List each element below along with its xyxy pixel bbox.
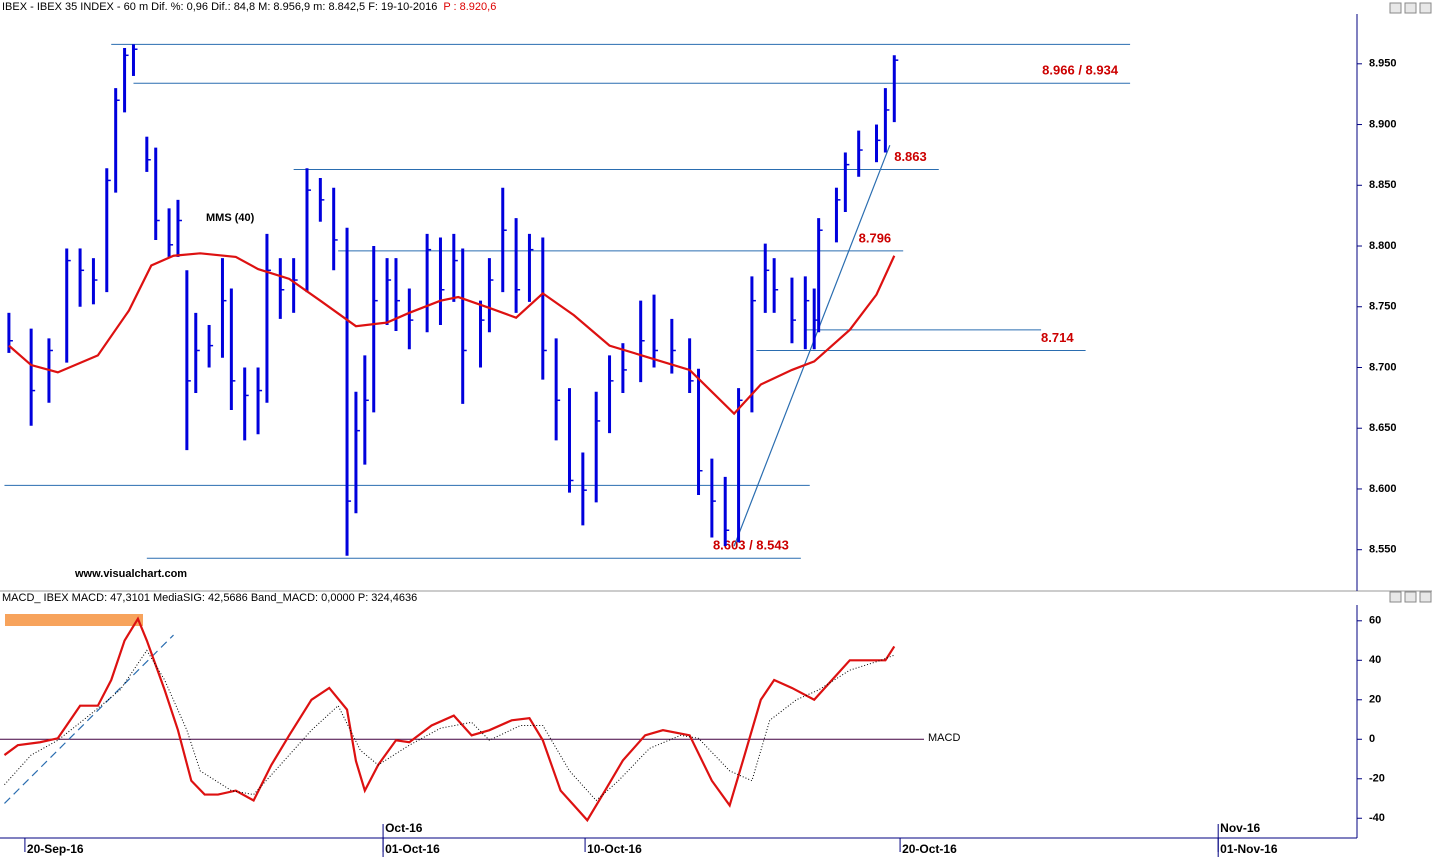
y-tick-label: 8.800 bbox=[1369, 240, 1397, 252]
y-tick-label: -40 bbox=[1369, 812, 1385, 824]
close-button[interactable] bbox=[1419, 591, 1432, 603]
y-tick-label: -20 bbox=[1369, 773, 1385, 785]
y-tick-label: 8.550 bbox=[1369, 544, 1397, 556]
highlight bbox=[5, 614, 143, 626]
macd-title: MACD_ IBEX MACD: 47,3101 MediaSIG: 42,56… bbox=[2, 592, 417, 604]
month-tick-label: Nov-16 bbox=[1220, 821, 1260, 835]
maximize-button[interactable] bbox=[1404, 591, 1417, 603]
level-label: 8.714 bbox=[1041, 330, 1074, 345]
y-tick-label: 60 bbox=[1369, 615, 1381, 627]
maximize-button[interactable] bbox=[1404, 2, 1417, 14]
series-label: MACD bbox=[928, 732, 960, 744]
y-tick-label: 20 bbox=[1369, 694, 1381, 706]
x-tick-label: 01-Nov-16 bbox=[1220, 842, 1278, 856]
month-tick-label: Oct-16 bbox=[385, 821, 423, 835]
y-tick-label: 8.750 bbox=[1369, 301, 1397, 313]
x-tick-label: 10-Oct-16 bbox=[587, 842, 642, 856]
trend-line bbox=[733, 144, 891, 547]
y-tick-label: 8.650 bbox=[1369, 422, 1397, 434]
y-tick-label: 8.850 bbox=[1369, 179, 1397, 191]
level-label: 8.966 / 8.934 bbox=[1042, 63, 1119, 78]
x-tick-label: 20-Oct-16 bbox=[902, 842, 957, 856]
menu-button[interactable] bbox=[1389, 2, 1402, 14]
series-line bbox=[8, 252, 896, 416]
y-tick-label: 0 bbox=[1369, 733, 1375, 745]
window-buttons[interactable] bbox=[1389, 2, 1432, 603]
trend-line bbox=[4, 634, 174, 804]
close-button[interactable] bbox=[1419, 2, 1432, 14]
level-label: 8.863 bbox=[894, 149, 927, 164]
title: IBEX - IBEX 35 INDEX - 60 m Dif. %: 0,96… bbox=[2, 1, 437, 13]
menu-button[interactable] bbox=[1389, 591, 1402, 603]
series-line bbox=[3, 616, 896, 823]
y-tick-label: 40 bbox=[1369, 654, 1381, 666]
x-tick-label: 01-Oct-16 bbox=[385, 842, 440, 856]
level-label: 8.603 / 8.543 bbox=[713, 538, 789, 553]
series-label: MMS (40) bbox=[206, 212, 255, 224]
y-tick-label: 8.900 bbox=[1369, 118, 1397, 130]
y-tick-label: 8.950 bbox=[1369, 58, 1397, 70]
x-tick-label: 20-Sep-16 bbox=[27, 842, 84, 856]
title-price: P : 8.920,6 bbox=[443, 1, 496, 13]
y-tick-label: 8.600 bbox=[1369, 483, 1397, 495]
watermark: www.visualchart.com bbox=[74, 568, 187, 580]
y-tick-label: 8.700 bbox=[1369, 361, 1397, 373]
chart-title: IBEX - IBEX 35 INDEX - 60 m Dif. %: 0,96… bbox=[2, 1, 496, 13]
level-label: 8.796 bbox=[859, 230, 892, 245]
